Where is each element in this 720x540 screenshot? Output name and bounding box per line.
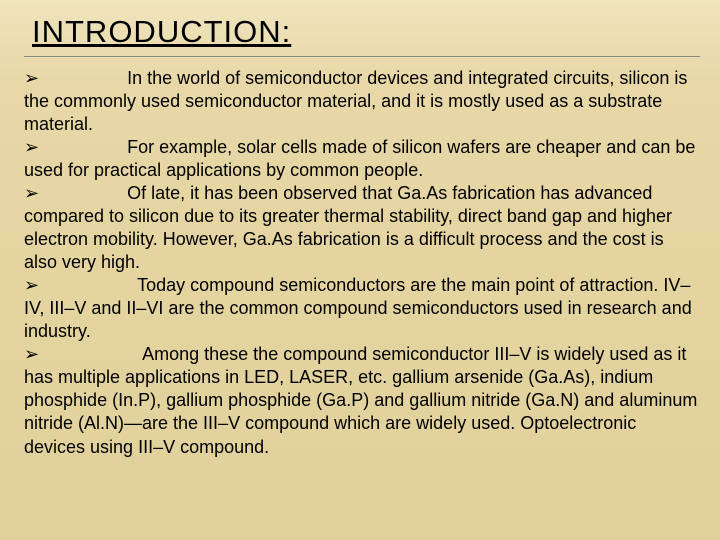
bullet-item: ➢In the world of semiconductor devices a… (24, 67, 700, 136)
body-text: ➢In the world of semiconductor devices a… (24, 67, 700, 459)
bullet-arrow-icon: ➢ (24, 183, 39, 203)
bullet-item: ➢ Among these the compound semiconductor… (24, 343, 700, 458)
bullet-text: For example, solar cells made of silicon… (24, 137, 695, 180)
bullet-arrow-icon: ➢ (24, 344, 39, 364)
bullet-text: In the world of semiconductor devices an… (24, 68, 687, 134)
slide-container: INTRODUCTION: ➢In the world of semicondu… (0, 0, 720, 479)
bullet-arrow-icon: ➢ (24, 137, 39, 157)
bullet-arrow-icon: ➢ (24, 275, 39, 295)
bullet-text: Today compound semiconductors are the ma… (24, 275, 692, 341)
bullet-item: ➢For example, solar cells made of silico… (24, 136, 700, 182)
bullet-text: Of late, it has been observed that Ga.As… (24, 183, 672, 272)
bullet-text: Among these the compound semiconductor I… (24, 344, 697, 456)
title-divider (24, 56, 700, 57)
bullet-item: ➢ Today compound semiconductors are the … (24, 274, 700, 343)
slide-title: INTRODUCTION: (32, 14, 700, 50)
bullet-arrow-icon: ➢ (24, 68, 39, 88)
bullet-item: ➢Of late, it has been observed that Ga.A… (24, 182, 700, 274)
